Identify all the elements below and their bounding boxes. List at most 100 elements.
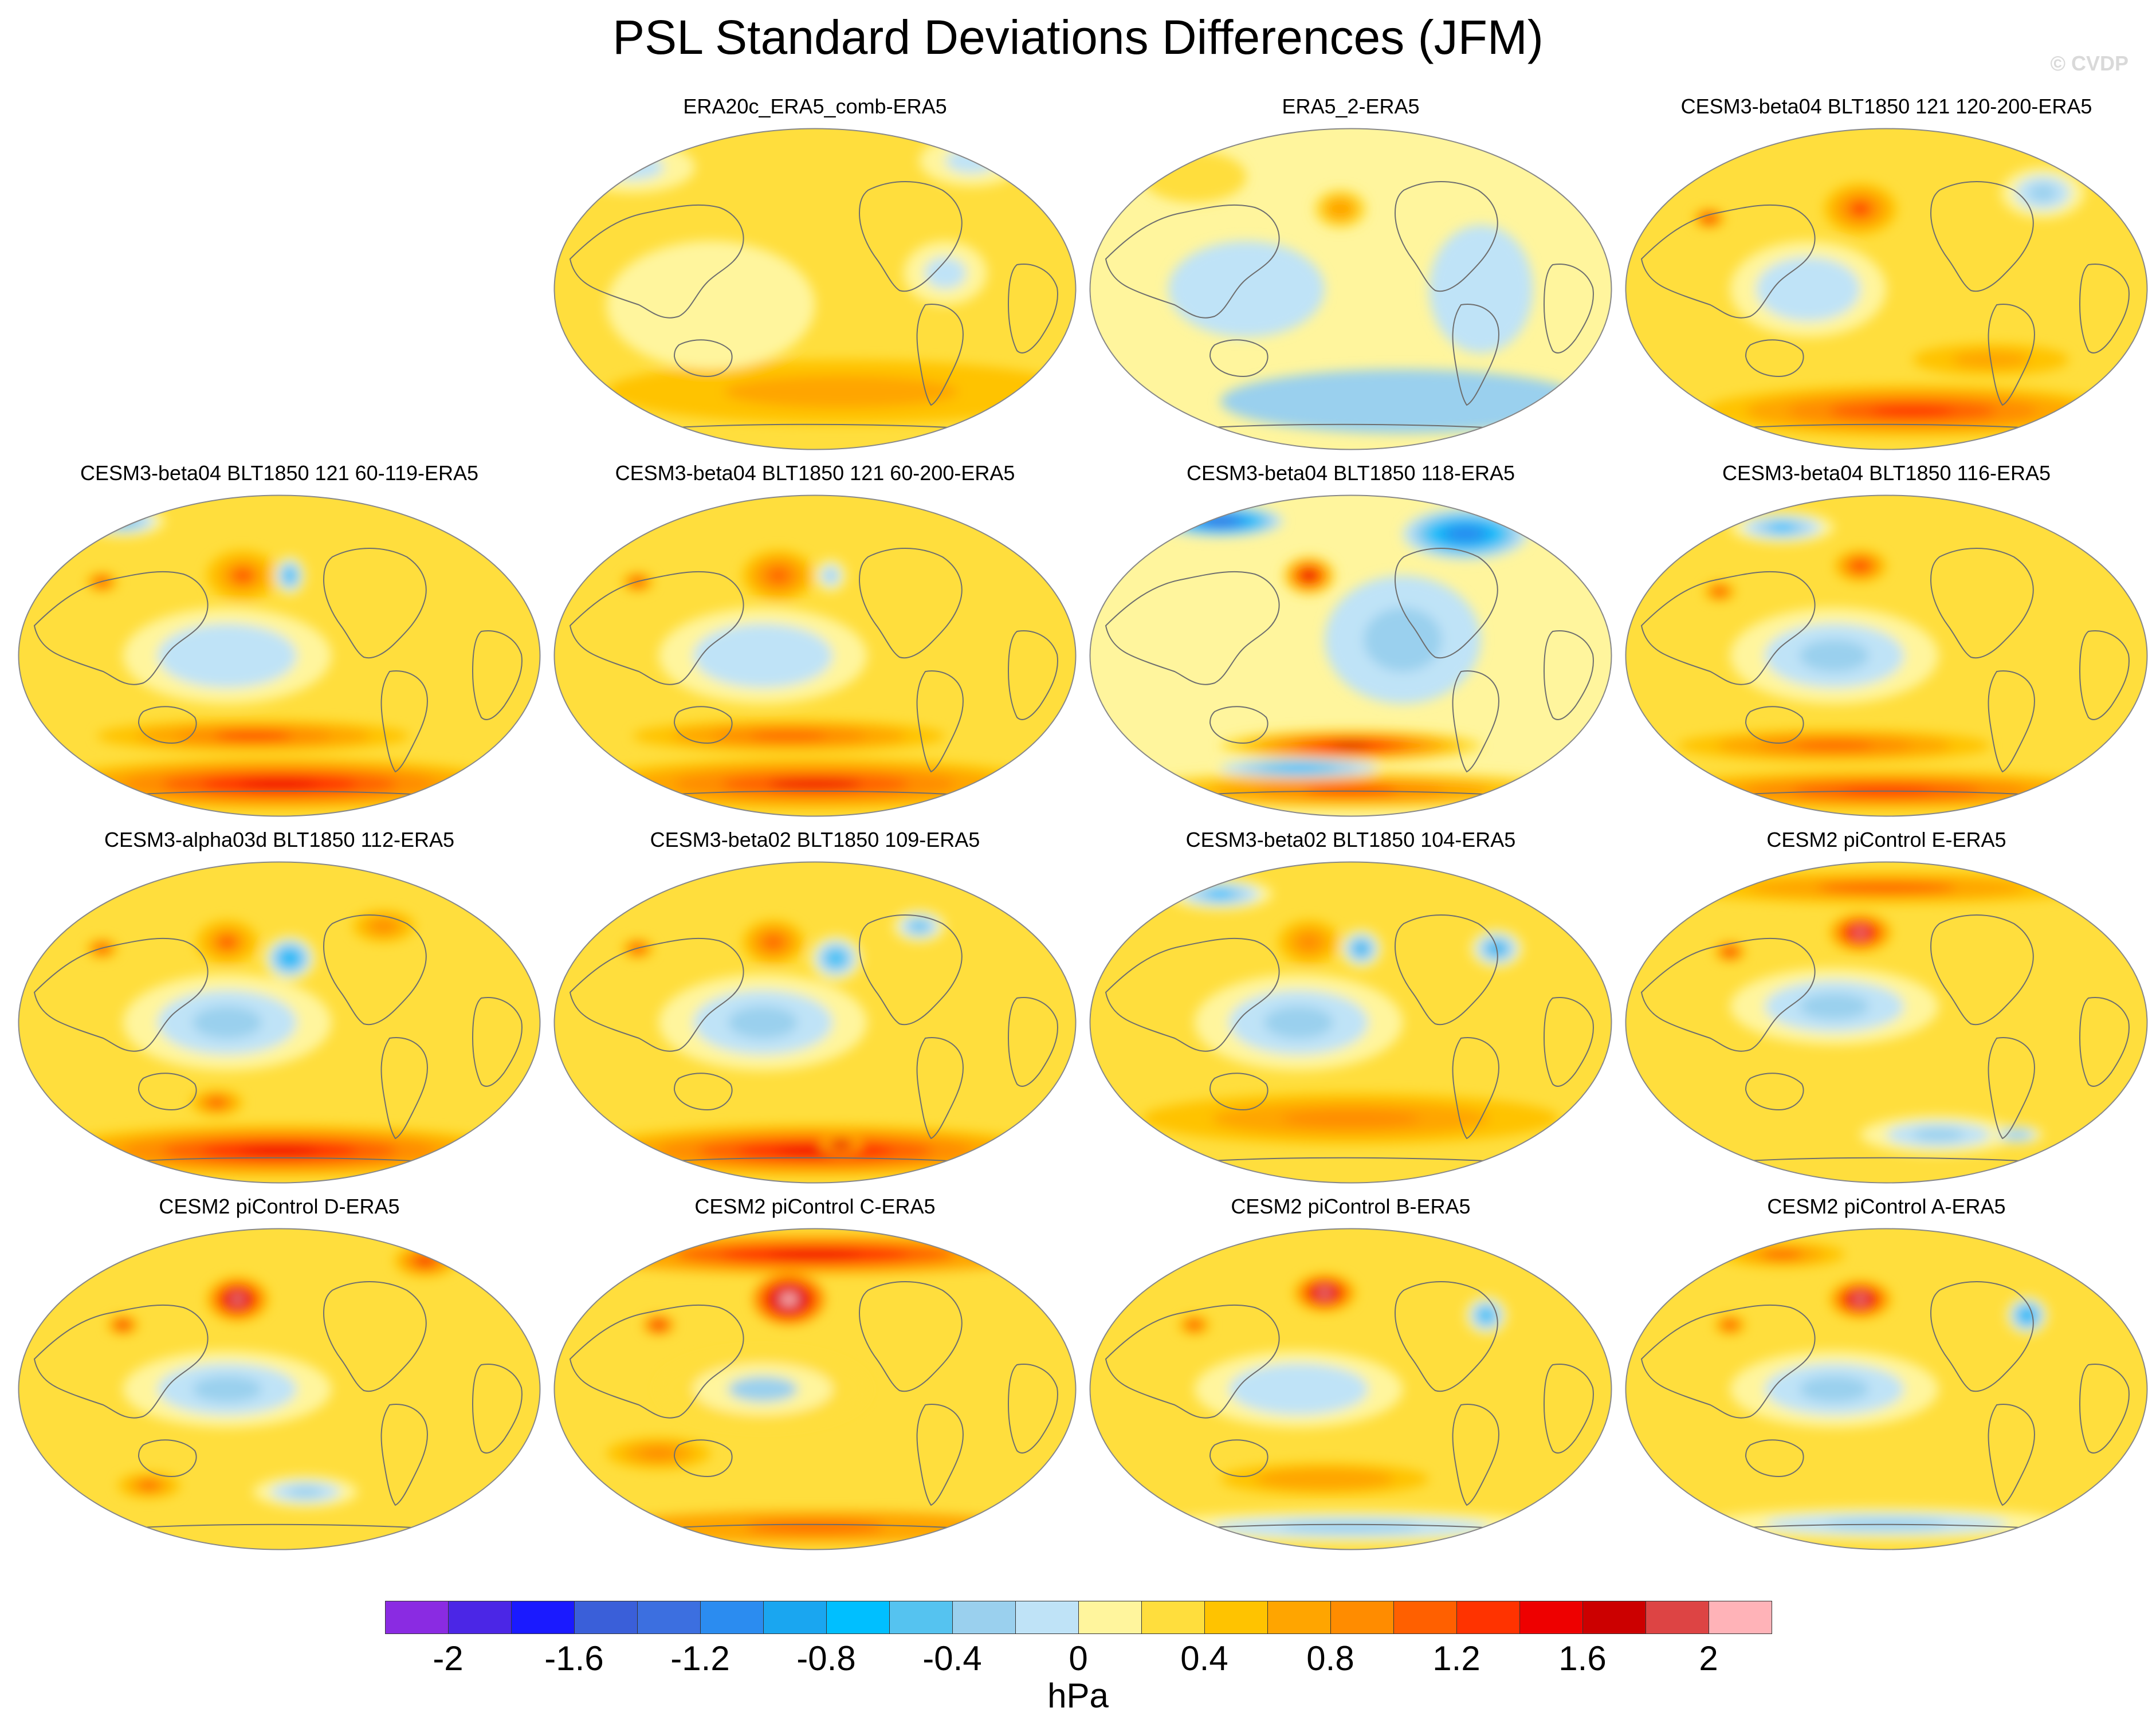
anomaly-contour	[655, 1322, 662, 1328]
colorbar-box	[1204, 1601, 1268, 1634]
colorbar-tick-label: 0	[1069, 1639, 1088, 1678]
map-panel: CESM3-beta04 BLT1850 121 60-200-ERA5	[547, 458, 1083, 825]
coastline-path	[673, 706, 733, 744]
coastline-path	[1640, 1304, 1816, 1419]
anomaly-contour	[1795, 741, 1874, 750]
coastline-path	[1745, 1073, 1804, 1111]
colorbar-box	[889, 1601, 953, 1634]
anomaly-contour	[1298, 934, 1319, 950]
colorbar-box	[574, 1601, 638, 1634]
global-map	[1089, 494, 1612, 817]
anomaly-contour	[1706, 215, 1713, 222]
panel-title: CESM2 piControl C-ERA5	[694, 1195, 936, 1218]
coastline-path	[1930, 181, 2034, 292]
coastline-path	[138, 706, 197, 744]
coastline-path	[1452, 304, 1499, 406]
coastline-path	[1209, 706, 1269, 744]
anomaly-contour	[373, 921, 394, 932]
panel-title: CESM3-beta04 BLT1850 118-ERA5	[1187, 461, 1515, 485]
anomaly-contour	[784, 1296, 794, 1302]
coastline-path	[1543, 997, 1594, 1087]
coastline-path	[1745, 1439, 1804, 1478]
coastline-path	[1452, 1404, 1499, 1506]
anomaly-contour	[285, 954, 294, 963]
anomaly-contour	[768, 1250, 862, 1259]
colorbar-box	[1709, 1601, 1772, 1634]
anomaly-contour	[1305, 572, 1313, 579]
anomaly-contour	[286, 571, 293, 580]
coastline-path	[2079, 264, 2130, 354]
anomaly-contour	[1817, 882, 1956, 893]
anomaly-contour	[1799, 639, 1870, 672]
anomaly-contour	[1281, 1110, 1420, 1128]
coastline-path	[1543, 264, 1594, 354]
map-border	[1625, 1228, 2148, 1550]
anomaly-contour	[1769, 523, 1796, 532]
map-panel: CESM3-alpha03d BLT1850 112-ERA5	[11, 825, 547, 1192]
colorbar-box	[952, 1601, 1016, 1634]
coastline-path	[1209, 339, 1269, 378]
panel-title: CESM2 piControl D-ERA5	[159, 1195, 400, 1218]
anomaly-contour	[825, 570, 836, 581]
map-panel: CESM2 piControl C-ERA5	[547, 1192, 1083, 1558]
coastline-path	[1745, 706, 1804, 744]
anomaly-contour	[1142, 151, 1247, 203]
anomaly-contour	[210, 1099, 223, 1106]
anomaly-contour	[745, 1521, 885, 1533]
map-border	[553, 1228, 1077, 1550]
cvdp-watermark: © CVDP	[2050, 52, 2128, 75]
coastline-path	[323, 548, 427, 659]
global-map	[553, 128, 1077, 450]
panel-title: ERA5_2-ERA5	[1282, 95, 1420, 118]
anomaly-contour	[724, 375, 959, 408]
anomaly-contour	[749, 732, 828, 740]
anomaly-contour	[728, 1376, 798, 1402]
panel-title: CESM3-beta02 BLT1850 104-ERA5	[1185, 828, 1516, 851]
map-border	[1089, 494, 1612, 817]
colorbar-tick-label: 2	[1699, 1639, 1718, 1678]
coastline-path	[1930, 548, 2034, 659]
coastline-path	[1394, 181, 1498, 292]
anomaly-contour	[192, 639, 262, 672]
anomaly-contour	[91, 509, 155, 533]
colorbar-box	[1519, 1601, 1583, 1634]
anomaly-contour	[119, 1322, 127, 1328]
colorbar-box	[637, 1601, 701, 1634]
coastline-path	[1988, 304, 2035, 406]
colorbar-tick-label: 0.4	[1180, 1639, 1228, 1678]
panel-title: ERA20c_ERA5_comb-ERA5	[683, 95, 947, 118]
panel-title: CESM2 piControl B-ERA5	[1231, 1195, 1471, 1218]
anomaly-contour	[1321, 1290, 1329, 1296]
global-map	[1625, 128, 2148, 450]
colorbar-tick-label: 1.2	[1432, 1639, 1480, 1678]
map-panel: CESM3-beta04 BLT1850 121 60-119-ERA5	[11, 458, 547, 825]
anomaly-contour	[768, 779, 862, 790]
colorbar-tick-label: -1.6	[544, 1639, 604, 1678]
map-border	[1089, 1228, 1612, 1550]
colorbar-box	[1456, 1601, 1520, 1634]
map-border	[1625, 494, 2148, 817]
global-map	[1625, 1228, 2148, 1550]
coastline-path	[472, 630, 523, 720]
coastline-path	[916, 1037, 964, 1140]
anomaly-contour	[1856, 929, 1864, 936]
colorbar-box	[1582, 1601, 1646, 1634]
anomaly-contour	[1782, 273, 1835, 305]
anomaly-contour	[2010, 1132, 2024, 1138]
map-panel: CESM3-beta04 BLT1850 118-ERA5	[1083, 458, 1619, 825]
anomaly-contour	[728, 1006, 798, 1039]
coastline-path	[2079, 630, 2130, 720]
map-border	[553, 128, 1077, 450]
anomaly-contour	[1912, 1128, 1965, 1141]
coastline-path	[1930, 1281, 2034, 1392]
global-map	[1089, 128, 1612, 450]
global-map	[553, 1228, 1077, 1550]
coastline-path	[1640, 204, 1816, 319]
global-map	[553, 494, 1077, 817]
anomaly-contour	[192, 1376, 262, 1402]
anomaly-contour	[1333, 204, 1347, 214]
global-map	[553, 861, 1077, 1184]
coastline-path	[673, 1439, 733, 1478]
coastline-path	[1007, 630, 1058, 720]
panel-title: CESM3-beta04 BLT1850 116-ERA5	[1722, 461, 2051, 485]
